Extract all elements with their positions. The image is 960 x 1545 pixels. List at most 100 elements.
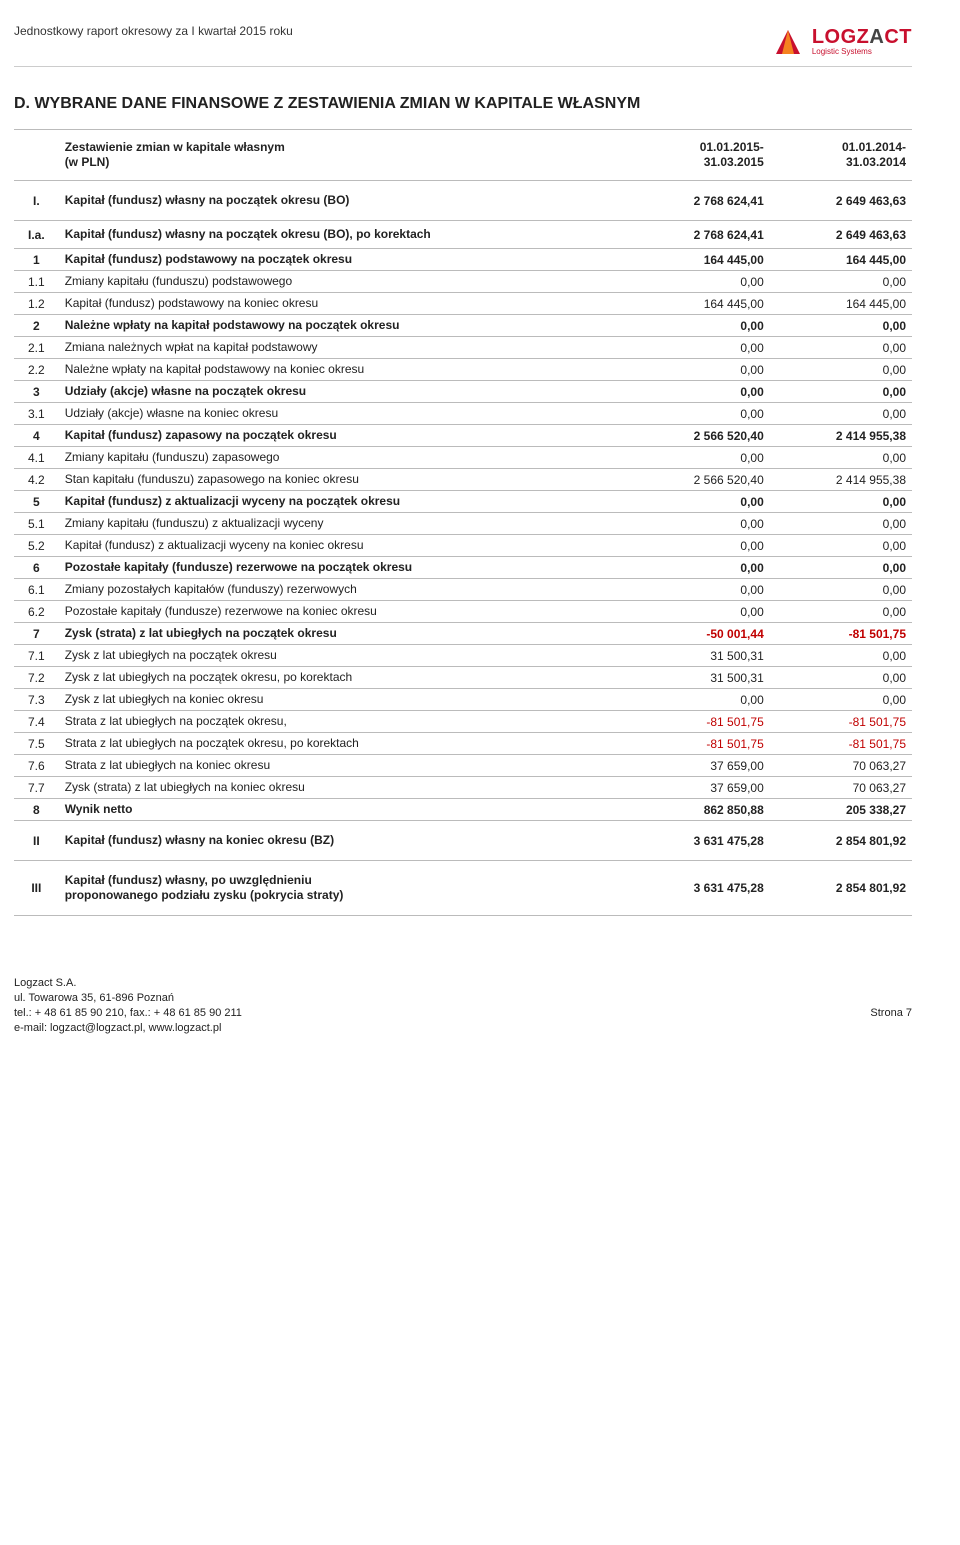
cell-value-2: 0,00 [770,403,912,425]
cell-value-2: 70 063,27 [770,777,912,799]
cell-value-1: 0,00 [628,359,770,381]
cell-value-2: -81 501,75 [770,711,912,733]
section-title: D. WYBRANE DANE FINANSOWE Z ZESTAWIENIA … [14,95,912,113]
cell-value-1: 164 445,00 [628,293,770,315]
table-row: I.Kapitał (fundusz) własny na początek o… [14,181,912,221]
th-id [14,130,59,181]
cell-value-1: 2 768 624,41 [628,221,770,249]
cell-value-2: 2 649 463,63 [770,181,912,221]
table-row: 5.1Zmiany kapitału (funduszu) z aktualiz… [14,513,912,535]
cell-label: Kapitał (fundusz) własny na początek okr… [59,181,628,221]
cell-id: 7 [14,623,59,645]
cell-id: 7.5 [14,733,59,755]
table-row: 6.1Zmiany pozostałych kapitałów (fundusz… [14,579,912,601]
table-row: 3Udziały (akcje) własne na początek okre… [14,381,912,403]
cell-value-2: 0,00 [770,315,912,337]
cell-value-2: 2 649 463,63 [770,221,912,249]
cell-value-1: -50 001,44 [628,623,770,645]
cell-id: 3 [14,381,59,403]
footer-page-number: Strona 7 [870,1006,912,1021]
table-row: 5Kapitał (fundusz) z aktualizacji wyceny… [14,491,912,513]
th-label: Zestawienie zmian w kapitale własnym (w … [59,130,628,181]
cell-label: Kapitał (fundusz) z aktualizacji wyceny … [59,491,628,513]
cell-value-1: 3 631 475,28 [628,861,770,916]
cell-value-2: 0,00 [770,381,912,403]
table-row: 2Należne wpłaty na kapitał podstawowy na… [14,315,912,337]
cell-value-2: 0,00 [770,491,912,513]
cell-value-2: 0,00 [770,557,912,579]
cell-value-1: 0,00 [628,557,770,579]
cell-value-1: 0,00 [628,579,770,601]
table-row: 7.6Strata z lat ubiegłych na koniec okre… [14,755,912,777]
cell-label: Zmiany kapitału (funduszu) zapasowego [59,447,628,469]
cell-label: Stan kapitału (funduszu) zapasowego na k… [59,469,628,491]
cell-label: Zmiany pozostałych kapitałów (funduszy) … [59,579,628,601]
page-header: Jednostkowy raport okresowy za I kwartał… [14,24,912,67]
financial-table: Zestawienie zmian w kapitale własnym (w … [14,129,912,916]
logo-icon [774,24,808,58]
cell-id: 7.4 [14,711,59,733]
table-row: IIKapitał (fundusz) własny na koniec okr… [14,821,912,861]
cell-id: 3.1 [14,403,59,425]
page-footer: Logzact S.A. ul. Towarowa 35, 61-896 Poz… [14,976,912,1035]
cell-value-2: 2 414 955,38 [770,469,912,491]
cell-value-1: 862 850,88 [628,799,770,821]
cell-value-2: 205 338,27 [770,799,912,821]
cell-value-1: 0,00 [628,271,770,293]
cell-value-1: 0,00 [628,689,770,711]
cell-label: Strata z lat ubiegłych na początek okres… [59,711,628,733]
table-row: 5.2Kapitał (fundusz) z aktualizacji wyce… [14,535,912,557]
cell-label: Kapitał (fundusz) zapasowy na początek o… [59,425,628,447]
cell-value-1: 0,00 [628,315,770,337]
cell-value-1: 31 500,31 [628,667,770,689]
table-row: 7.1Zysk z lat ubiegłych na początek okre… [14,645,912,667]
cell-value-1: 0,00 [628,535,770,557]
cell-value-1: 0,00 [628,403,770,425]
cell-id: 4.2 [14,469,59,491]
cell-label: Strata z lat ubiegłych na początek okres… [59,733,628,755]
table-row: 3.1Udziały (akcje) własne na koniec okre… [14,403,912,425]
footer-company: Logzact S.A. [14,976,912,991]
cell-id: 7.2 [14,667,59,689]
table-row: 2.1Zmiana należnych wpłat na kapitał pod… [14,337,912,359]
cell-label: Kapitał (fundusz) własny na koniec okres… [59,821,628,861]
cell-id: 5 [14,491,59,513]
cell-value-2: 0,00 [770,337,912,359]
cell-label: Pozostałe kapitały (fundusze) rezerwowe … [59,557,628,579]
table-row: 7.2Zysk z lat ubiegłych na początek okre… [14,667,912,689]
table-row: 1.1Zmiany kapitału (funduszu) podstawowe… [14,271,912,293]
table-row: IIIKapitał (fundusz) własny, po uwzględn… [14,861,912,916]
cell-value-1: 2 768 624,41 [628,181,770,221]
cell-value-2: 70 063,27 [770,755,912,777]
cell-id: III [14,861,59,916]
cell-id: 1 [14,249,59,271]
table-row: 8Wynik netto862 850,88205 338,27 [14,799,912,821]
cell-label: Zmiany kapitału (funduszu) podstawowego [59,271,628,293]
logo-wordmark: LOGZACT [812,27,912,47]
cell-id: 7.1 [14,645,59,667]
cell-id: 6.2 [14,601,59,623]
cell-value-1: 37 659,00 [628,755,770,777]
table-row: 7.3Zysk z lat ubiegłych na koniec okresu… [14,689,912,711]
cell-label: Kapitał (fundusz) własny, po uwzględnien… [59,861,628,916]
report-title: Jednostkowy raport okresowy za I kwartał… [14,24,293,38]
cell-label: Zysk (strata) z lat ubiegłych na koniec … [59,777,628,799]
cell-id: 2 [14,315,59,337]
cell-id: 1.1 [14,271,59,293]
cell-id: I.a. [14,221,59,249]
cell-label: Udziały (akcje) własne na koniec okresu [59,403,628,425]
table-row: 7.5Strata z lat ubiegłych na początek ok… [14,733,912,755]
cell-label: Zysk z lat ubiegłych na początek okresu [59,645,628,667]
table-row: 4Kapitał (fundusz) zapasowy na początek … [14,425,912,447]
cell-value-1: 0,00 [628,491,770,513]
cell-value-2: 2 414 955,38 [770,425,912,447]
cell-value-1: 2 566 520,40 [628,425,770,447]
cell-label: Zmiana należnych wpłat na kapitał podsta… [59,337,628,359]
table-row: 4.1Zmiany kapitału (funduszu) zapasowego… [14,447,912,469]
table-row: 7Zysk (strata) z lat ubiegłych na począt… [14,623,912,645]
cell-label: Kapitał (fundusz) podstawowy na koniec o… [59,293,628,315]
logo-tagline: Logistic Systems [812,48,912,56]
cell-value-2: 0,00 [770,271,912,293]
cell-value-2: 2 854 801,92 [770,821,912,861]
cell-value-2: 0,00 [770,535,912,557]
